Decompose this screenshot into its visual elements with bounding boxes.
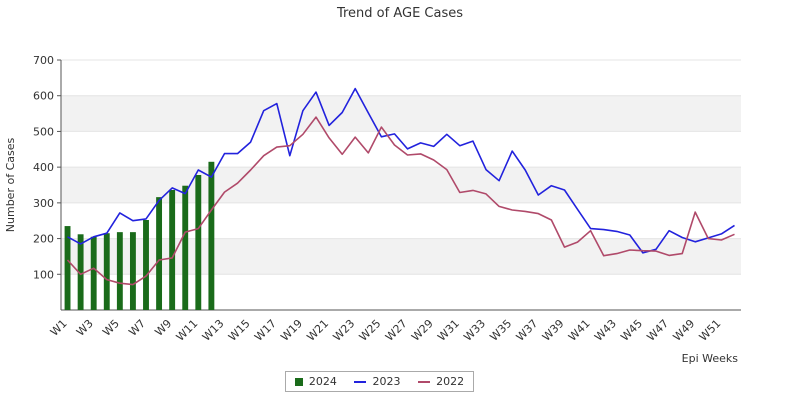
x-tick-label: W45 (618, 317, 645, 344)
legend-item-2022[interactable]: 2022 (418, 375, 464, 388)
x-tick-label: W39 (540, 317, 567, 344)
x-tick-label: W21 (304, 317, 331, 344)
x-tick-label: W11 (174, 317, 201, 344)
legend-swatch-2024 (294, 377, 303, 386)
bar-2024-W12[interactable] (208, 161, 215, 310)
legend-label-2024: 2024 (308, 375, 337, 388)
chart-title: Trend of AGE Cases (336, 6, 463, 21)
x-tick-label: W41 (566, 317, 593, 344)
line-2022[interactable] (66, 116, 735, 286)
legend: 2024 2023 2022 (285, 371, 474, 392)
y-tick-label: 300 (33, 197, 54, 210)
x-tick-label: W37 (514, 317, 541, 344)
bar-2024-W6[interactable] (129, 232, 136, 310)
grid-band (61, 238, 741, 275)
y-tick-label: 700 (33, 54, 54, 67)
legend-item-2023[interactable]: 2023 (354, 375, 400, 388)
grid-band (61, 95, 741, 132)
legend-item-2024[interactable]: 2024 (294, 375, 337, 388)
x-tick-label: W7 (126, 317, 148, 339)
line-series (66, 87, 735, 286)
bar-2024-W5[interactable] (116, 232, 123, 310)
y-tick-label: 100 (33, 268, 54, 281)
x-tick-labels: W1 W3 W5 W7 W9 W11 W13 W15 W17 W19 W21 W23 W25 W27 W29… (48, 317, 724, 344)
bar-2024-W1[interactable] (64, 226, 71, 310)
y-axis-label: Number of Cases (4, 138, 17, 233)
x-tick-label: W35 (487, 317, 514, 344)
x-tick-label: W25 (357, 317, 384, 344)
line-2023[interactable] (67, 87, 735, 254)
legend-label-2022: 2022 (436, 375, 465, 388)
x-tick-label: W23 (331, 317, 358, 344)
bar-2024-W11[interactable] (195, 175, 202, 310)
x-tick-label: W33 (461, 317, 488, 344)
bar-2024-W4[interactable] (103, 233, 110, 310)
x-tick-label: W29 (409, 317, 436, 344)
bar-2024-W10[interactable] (182, 185, 189, 310)
bar-2024-W2[interactable] (77, 234, 84, 310)
legend-label-2023: 2023 (372, 375, 401, 388)
x-tick-label: W19 (278, 317, 305, 344)
x-tick-label: W49 (671, 317, 698, 344)
x-axis-label: Epi Weeks (682, 352, 739, 365)
x-tick-label: W43 (592, 317, 619, 344)
bar-2024-W7[interactable] (143, 220, 149, 310)
y-tick-label: 200 (33, 233, 54, 246)
grid-bands (61, 59, 741, 275)
x-tick-label: W51 (697, 317, 724, 344)
x-tick-label: W17 (252, 317, 279, 344)
x-tick-label: W15 (226, 317, 253, 344)
legend-swatch-2023 (354, 380, 367, 383)
bar-2024-W3[interactable] (90, 236, 97, 310)
legend-swatch-2022 (418, 380, 431, 383)
x-tick-label: W5 (100, 317, 122, 339)
x-tick-label: W27 (383, 317, 410, 344)
bar-2024-W9[interactable] (169, 190, 176, 310)
x-tick-label: W13 (200, 317, 227, 344)
y-tick-label: 500 (33, 125, 54, 138)
y-tick-labels: 100 200 300 400 500 600 700 (33, 54, 61, 281)
x-tick-label: W3 (74, 317, 96, 339)
y-tick-label: 400 (33, 161, 54, 174)
x-tick-label: W47 (644, 317, 671, 344)
x-tick-label: W1 (48, 317, 70, 339)
bar-series-2024 (64, 161, 215, 310)
bar-2024-W8[interactable] (156, 197, 163, 310)
x-tick-label: W31 (435, 317, 462, 344)
y-tick-label: 600 (33, 90, 54, 103)
x-tick-label: W9 (152, 317, 174, 339)
